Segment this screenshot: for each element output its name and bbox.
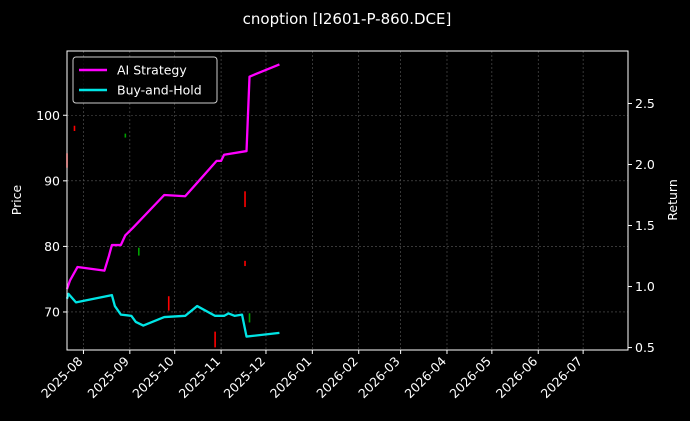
y-axis-right-label: Return [665, 179, 680, 220]
y-right-tick-label: 0.5 [635, 340, 655, 355]
x-tick-label: 2026-04 [402, 353, 450, 401]
x-tick-label: 2025-08 [38, 353, 86, 401]
x-tick-label: 2026-03 [355, 354, 403, 402]
y-axis-right: 0.5 1.0 1.5 2.0 2.5 [628, 96, 655, 355]
y-left-tick-label: 80 [44, 239, 60, 254]
y-axis-left-label: Price [9, 184, 24, 215]
y-left-tick-label: 70 [44, 304, 60, 319]
y-right-tick-label: 2.5 [635, 96, 655, 111]
series-lines [65, 63, 280, 338]
legend: AI Strategy Buy-and-Hold [72, 56, 218, 104]
x-tick-label: 2025-11 [176, 354, 224, 402]
x-tick-label: 2026-06 [493, 353, 541, 401]
x-tick-label: 2026-02 [313, 354, 361, 402]
legend-label: Buy-and-Hold [117, 83, 202, 98]
y-right-tick-label: 1.5 [635, 218, 655, 233]
series-line-ai-strategy [65, 63, 280, 290]
x-tick-label: 2025-12 [221, 354, 269, 402]
y-right-tick-label: 2.0 [635, 157, 655, 172]
series-line-buy-and-hold [65, 292, 280, 338]
y-left-tick-label: 90 [44, 173, 60, 188]
legend-label: AI Strategy [117, 63, 187, 78]
x-tick-label: 2026-05 [446, 354, 494, 402]
y-right-tick-label: 1.0 [635, 279, 655, 294]
x-tick-label: 2025-10 [129, 353, 177, 401]
grid [67, 51, 628, 350]
plot-frame [66, 50, 629, 351]
y-left-tick-label: 100 [36, 108, 60, 123]
chart-title: cnoption [I2601-P-860.DCE] [243, 10, 452, 28]
legend-box [72, 56, 218, 104]
x-axis: 2025-082025-092025-102025-112025-122026-… [38, 350, 585, 401]
x-tick-label: 2026-01 [267, 354, 315, 402]
x-tick-label: 2026-07 [538, 354, 586, 402]
y-axis-left: 70 80 90 100 [36, 108, 67, 319]
x-tick-label: 2025-09 [84, 353, 132, 401]
